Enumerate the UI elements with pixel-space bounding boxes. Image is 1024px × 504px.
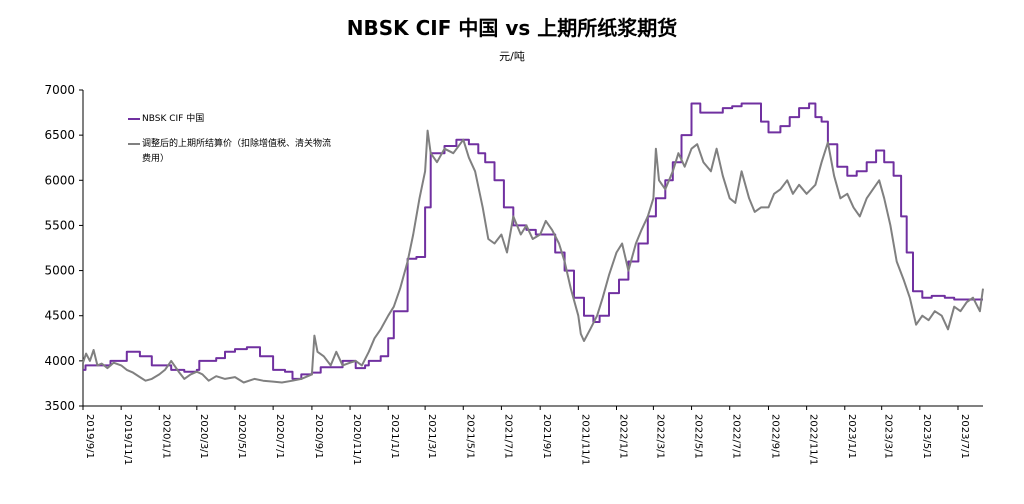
x-tick-label: 2022/5/1 <box>693 414 704 459</box>
legend-item-futures: 调整后的上期所结算价（扣除增值税、清关物流费用） <box>128 137 332 167</box>
x-tick-label: 2020/3/1 <box>198 414 209 459</box>
legend-swatch-futures <box>128 143 140 145</box>
legend: NBSK CIF 中国 调整后的上期所结算价（扣除增值税、清关物流费用） <box>128 112 332 177</box>
y-tick-label: 5500 <box>44 218 75 232</box>
x-tick-label: 2022/9/1 <box>769 414 780 459</box>
x-tick-label: 2022/1/1 <box>617 414 628 459</box>
x-tick-label: 2022/3/1 <box>654 414 665 459</box>
x-tick-label: 2021/7/1 <box>502 414 513 459</box>
x-tick-label: 2020/9/1 <box>313 414 324 459</box>
x-tick-label: 2021/1/1 <box>389 414 400 459</box>
x-tick-label: 2019/9/1 <box>84 414 95 459</box>
x-tick-label: 2022/7/1 <box>731 414 742 459</box>
y-tick-label: 6500 <box>44 128 75 142</box>
x-tick-label: 2023/3/1 <box>883 414 894 459</box>
x-tick-label: 2021/11/1 <box>579 414 590 465</box>
y-tick-label: 5000 <box>44 264 75 278</box>
x-tick-label: 2023/7/1 <box>959 414 970 459</box>
legend-swatch-nbsk <box>128 118 140 120</box>
x-tick-label: 2023/5/1 <box>921 414 932 459</box>
x-tick-label: 2021/3/1 <box>426 414 437 459</box>
x-tick-label: 2020/5/1 <box>236 414 247 459</box>
x-tick-label: 2021/9/1 <box>541 414 552 459</box>
legend-label-nbsk: NBSK CIF 中国 <box>142 114 205 124</box>
x-tick-label: 2020/11/1 <box>351 414 362 465</box>
legend-item-nbsk: NBSK CIF 中国 <box>128 112 332 127</box>
legend-label-futures: 调整后的上期所结算价（扣除增值税、清关物流费用） <box>142 139 332 164</box>
x-tick-label: 2020/1/1 <box>160 414 171 459</box>
chart-title: NBSK CIF 中国 vs 上期所纸浆期货 <box>346 16 678 40</box>
y-tick-label: 3500 <box>44 399 75 413</box>
x-tick-label: 2023/1/1 <box>846 414 857 459</box>
chart-unit-label: 元/吨 <box>499 50 525 63</box>
y-tick-label: 7000 <box>44 83 75 97</box>
y-tick-label: 4500 <box>44 309 75 323</box>
x-tick-label: 2019/11/1 <box>122 414 133 465</box>
x-tick-label: 2020/7/1 <box>274 414 285 459</box>
y-tick-label: 4000 <box>44 354 75 368</box>
series-line-futures <box>82 129 984 384</box>
x-tick-label: 2022/11/1 <box>808 414 819 465</box>
y-tick-label: 6000 <box>44 173 75 187</box>
x-tick-label: 2021/5/1 <box>464 414 475 459</box>
